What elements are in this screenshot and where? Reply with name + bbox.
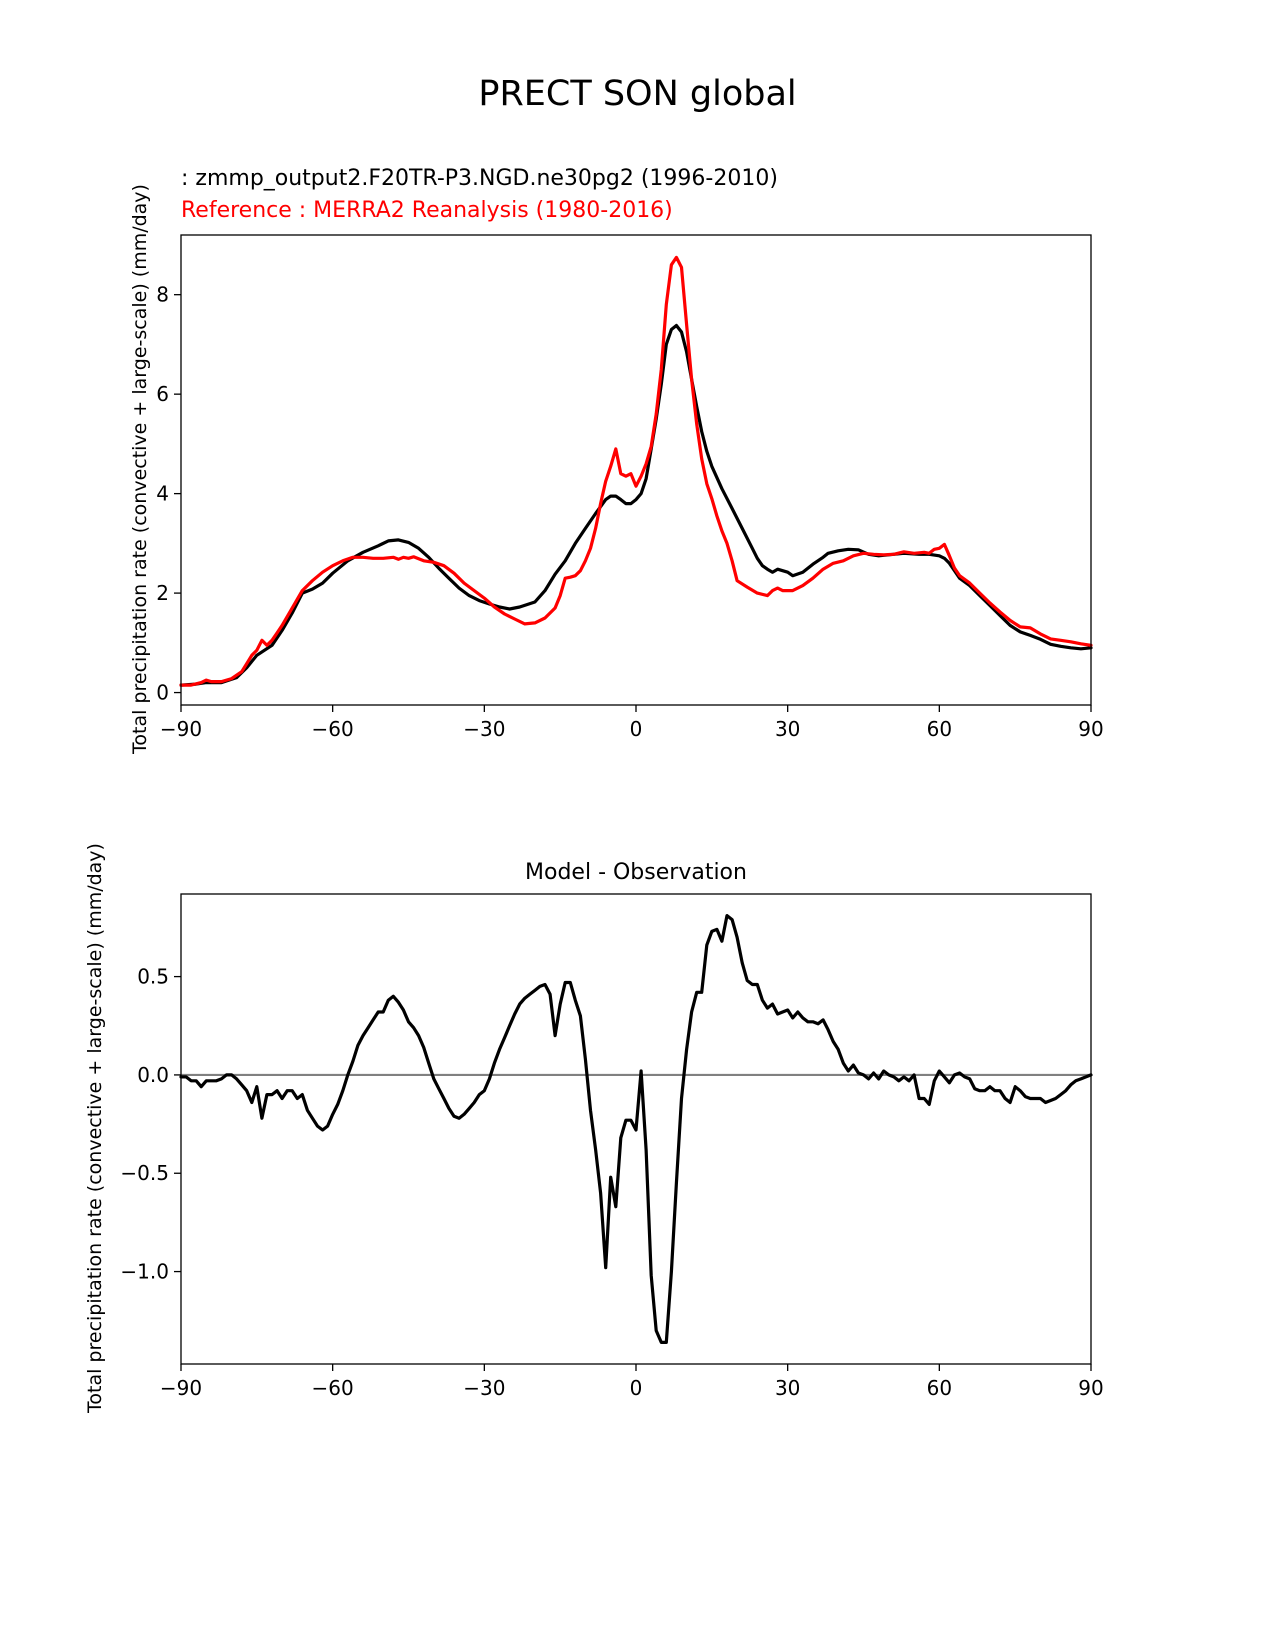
x-tick-label: 60 [927,717,952,741]
y-tick-label: 2 [156,581,169,605]
top-zonal-mean-panel: −90 −60 −30 0 30 60 90 0 2 4 6 8 [156,234,1104,741]
figure-title: PRECT SON global [478,74,797,114]
reference-dataset-label: Reference : MERRA2 Reanalysis (1980-2016… [181,198,673,223]
series-line-reference [179,255,1093,687]
series-line-test [179,323,1093,687]
y-tick-label: 0.5 [137,965,169,989]
y-tick-label: 0.0 [137,1063,169,1087]
difference-panel-title: Model - Observation [525,860,747,885]
x-tick-label: 60 [927,1376,952,1400]
x-tick-label: −90 [160,717,202,741]
y-tick-label: 8 [156,283,169,307]
y-tick-label: 0 [156,681,169,705]
x-tick-label: 0 [630,1376,643,1400]
y-tick-label: −1.0 [120,1260,169,1284]
x-tick-label: −90 [160,1376,202,1400]
x-tick-label: −60 [312,717,354,741]
y-tick-label: 6 [156,382,169,406]
x-tick-label: −30 [463,1376,505,1400]
y-tick-label: −0.5 [120,1161,169,1185]
bottom-difference-panel: −90 −60 −30 0 30 60 90 0.5 0.0 −0.5 −1.0 [120,893,1104,1400]
series-line-test [179,914,1093,1344]
test-dataset-label: : zmmp_output2.F20TR-P3.NGD.ne30pg2 (199… [181,166,778,191]
x-tick-label: 90 [1078,1376,1103,1400]
x-tick-label: 90 [1078,717,1103,741]
x-tick-label: −60 [312,1376,354,1400]
x-tick-label: 30 [775,717,800,741]
x-tick-label: −30 [463,717,505,741]
x-tick-label: 0 [630,717,643,741]
axes-frame [180,234,1092,706]
x-tick-label: 30 [775,1376,800,1400]
y-tick-label: 4 [156,482,169,506]
